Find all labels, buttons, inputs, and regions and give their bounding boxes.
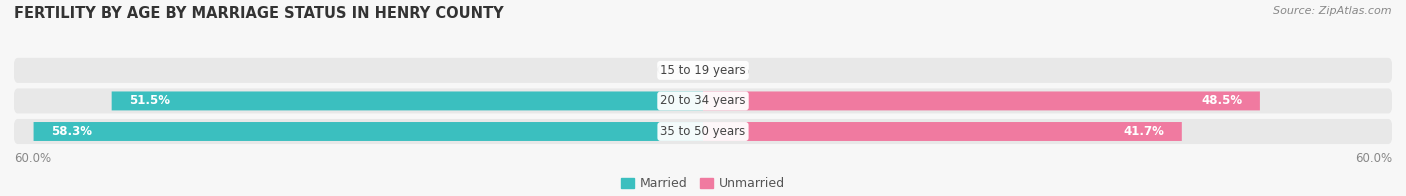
Text: 0.0%: 0.0% xyxy=(720,64,749,77)
Text: 20 to 34 years: 20 to 34 years xyxy=(661,94,745,107)
FancyBboxPatch shape xyxy=(703,92,1260,110)
Text: 60.0%: 60.0% xyxy=(1355,152,1392,165)
Legend: Married, Unmarried: Married, Unmarried xyxy=(621,177,785,190)
FancyBboxPatch shape xyxy=(14,58,1392,83)
Text: 41.7%: 41.7% xyxy=(1123,125,1164,138)
Text: 0.0%: 0.0% xyxy=(657,64,686,77)
Text: FERTILITY BY AGE BY MARRIAGE STATUS IN HENRY COUNTY: FERTILITY BY AGE BY MARRIAGE STATUS IN H… xyxy=(14,6,503,21)
Text: Source: ZipAtlas.com: Source: ZipAtlas.com xyxy=(1274,6,1392,16)
Text: 51.5%: 51.5% xyxy=(129,94,170,107)
Text: 48.5%: 48.5% xyxy=(1202,94,1243,107)
FancyBboxPatch shape xyxy=(703,122,1182,141)
Text: 35 to 50 years: 35 to 50 years xyxy=(661,125,745,138)
FancyBboxPatch shape xyxy=(111,92,703,110)
FancyBboxPatch shape xyxy=(14,88,1392,113)
FancyBboxPatch shape xyxy=(14,119,1392,144)
Text: 60.0%: 60.0% xyxy=(14,152,51,165)
FancyBboxPatch shape xyxy=(34,122,703,141)
Text: 58.3%: 58.3% xyxy=(51,125,91,138)
Text: 15 to 19 years: 15 to 19 years xyxy=(661,64,745,77)
